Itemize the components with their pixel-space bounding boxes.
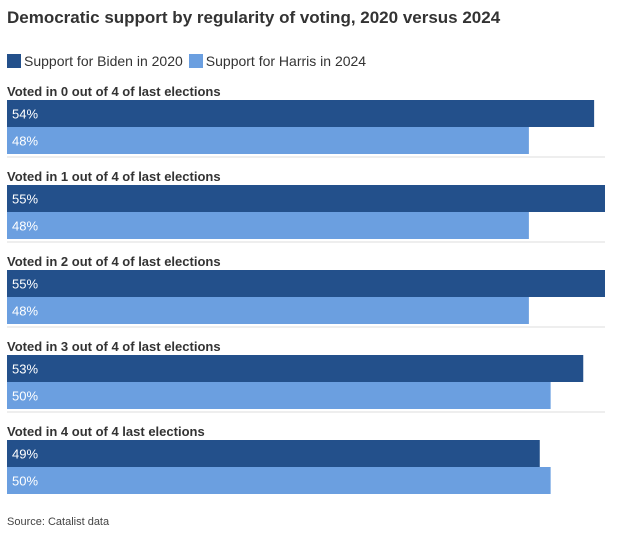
data-label: 49% <box>12 447 38 462</box>
legend: Support for Biden in 2020 Support for Ha… <box>7 52 372 70</box>
legend-swatch-biden <box>7 54 21 68</box>
bar-biden-2020 <box>7 355 584 382</box>
category-label: Voted in 4 out of 4 last elections <box>7 424 205 439</box>
category-label: Voted in 3 out of 4 of last elections <box>7 339 221 354</box>
category-label: Voted in 0 out of 4 of last elections <box>7 84 221 99</box>
legend-item-harris: Support for Harris in 2024 <box>188 53 367 69</box>
data-label: 55% <box>12 192 38 207</box>
data-label: 53% <box>12 362 38 377</box>
legend-item-biden: Support for Biden in 2020 <box>7 53 183 69</box>
bar-harris-2024 <box>7 297 529 324</box>
source-note: Source: Catalist data <box>7 516 110 528</box>
data-label: 48% <box>12 134 38 149</box>
category-label: Voted in 2 out of 4 of last elections <box>7 254 221 269</box>
bar-biden-2020 <box>7 100 595 127</box>
bar-harris-2024 <box>7 212 529 239</box>
legend-label-biden: Support for Biden in 2020 <box>24 53 183 69</box>
category-label: Voted in 1 out of 4 of last elections <box>7 169 221 184</box>
data-label: 55% <box>12 277 38 292</box>
bar-biden-2020 <box>7 270 605 297</box>
bar-biden-2020 <box>7 185 605 212</box>
bar-harris-2024 <box>7 127 529 154</box>
legend-swatch-harris <box>188 54 203 68</box>
data-label: 50% <box>12 389 38 404</box>
data-label: 48% <box>12 219 38 234</box>
bar-biden-2020 <box>7 440 540 467</box>
data-label: 50% <box>12 474 38 489</box>
bar-harris-2024 <box>7 382 551 409</box>
bar-chart: Voted in 0 out of 4 of last elections 54%… <box>7 84 605 494</box>
data-label: 48% <box>12 304 38 319</box>
chart-title: Democratic support by regularity of voti… <box>7 8 501 27</box>
legend-label-harris: Support for Harris in 2024 <box>205 53 367 69</box>
bar-harris-2024 <box>7 467 551 494</box>
data-label: 54% <box>12 107 38 122</box>
